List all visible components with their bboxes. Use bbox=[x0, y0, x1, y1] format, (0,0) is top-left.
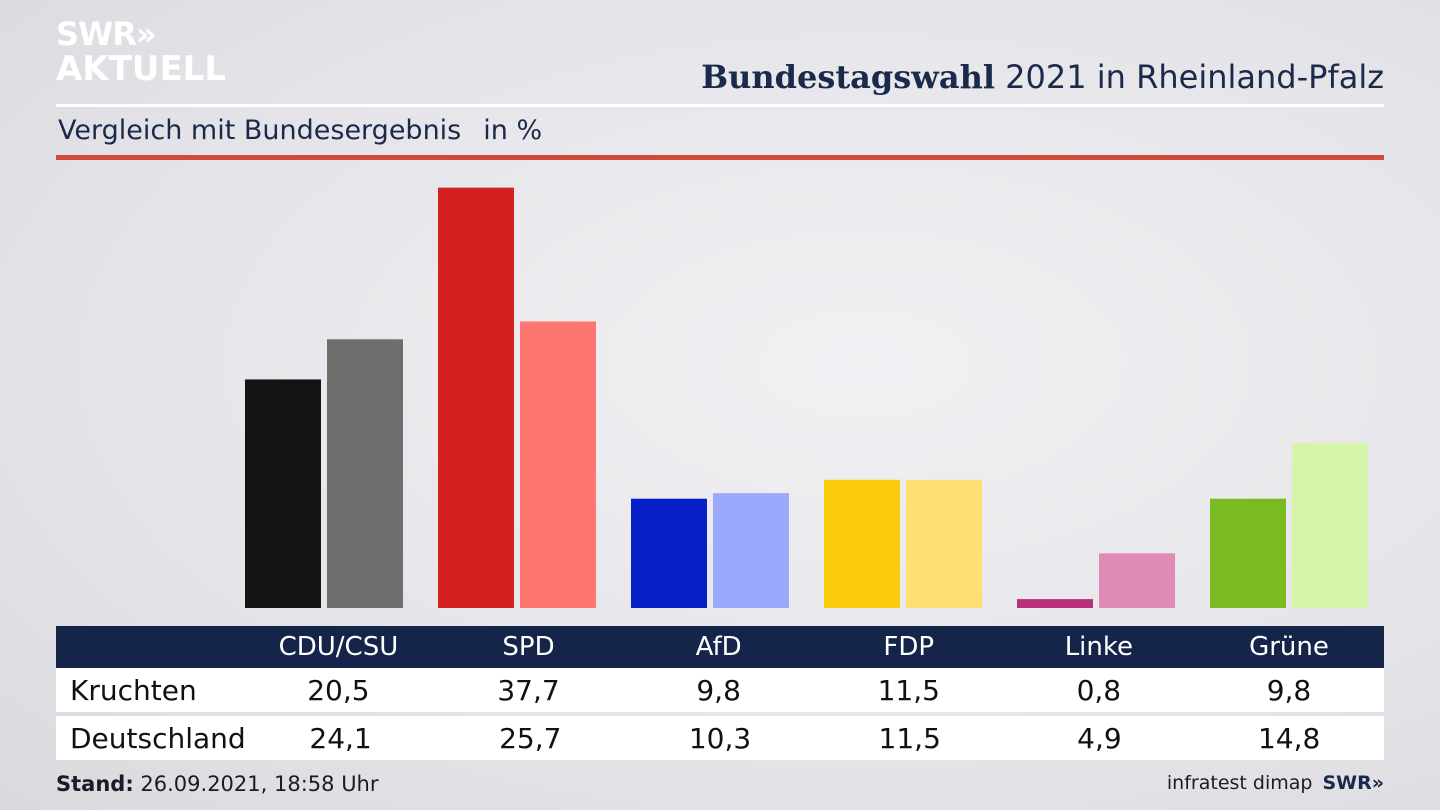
logo-line-2: AKTUELL bbox=[56, 49, 227, 89]
value-kruchten-afd: 9,8 bbox=[696, 673, 741, 707]
table-header-spd: SPD bbox=[502, 632, 555, 662]
value-kruchten-linke: 0,8 bbox=[1076, 673, 1122, 707]
stand-value: 26.09.2021, 18:58 Uhr bbox=[140, 772, 379, 796]
bar-linke-kruchten bbox=[1017, 599, 1093, 608]
table-header-afd: AfD bbox=[695, 632, 742, 662]
bar-fdp-deutschland bbox=[906, 479, 982, 608]
stand-label: Stand: bbox=[56, 772, 134, 796]
bar-linke-deutschland bbox=[1099, 553, 1175, 608]
bar-fdp-kruchten bbox=[824, 479, 900, 608]
timestamp: Stand: 26.09.2021, 18:58 Uhr bbox=[56, 772, 379, 796]
title-bold: Bundestagswahl bbox=[701, 58, 995, 96]
logo-line-1: SWR» bbox=[56, 15, 157, 53]
bar-cdu-deutschland bbox=[327, 339, 403, 608]
row-label-kruchten: Kruchten bbox=[70, 673, 197, 707]
bar-gruene-deutschland bbox=[1292, 442, 1368, 608]
value-kruchten-spd: 37,7 bbox=[497, 673, 560, 707]
bar-afd-kruchten bbox=[631, 498, 707, 608]
table-row: Deutschland 24,1 25,7 10,3 11,5 4,9 14,8 bbox=[56, 716, 1384, 760]
chart-subtitle: Vergleich mit Bundesergebnis in % bbox=[58, 115, 542, 146]
value-deutschland-linke: 4,9 bbox=[1077, 721, 1122, 755]
table-header-fdp: FDP bbox=[883, 632, 935, 662]
value-deutschland-fdp: 11,5 bbox=[878, 721, 941, 755]
table-header-row: CDU/CSU SPD AfD FDP Linke Grüne bbox=[56, 626, 1384, 668]
swr-aktuell-logo: SWR» AKTUELL bbox=[56, 18, 226, 86]
table-header-gruene: Grüne bbox=[1249, 632, 1329, 662]
value-deutschland-spd: 25,7 bbox=[499, 721, 562, 755]
source-credit: infratest dimap SWR» bbox=[1167, 772, 1384, 794]
value-deutschland-gruene: 14,8 bbox=[1257, 721, 1321, 755]
bar-cdu-kruchten bbox=[245, 379, 321, 608]
value-kruchten-fdp: 11,5 bbox=[877, 673, 940, 707]
table-header-cdu: CDU/CSU bbox=[278, 632, 399, 662]
page-title: Bundestagswahl 2021 in Rheinland-Pfalz bbox=[701, 58, 1384, 96]
bar-gruene-kruchten bbox=[1210, 498, 1286, 608]
source-name: infratest dimap bbox=[1166, 772, 1313, 794]
header-divider bbox=[56, 104, 1384, 107]
bar-spd-deutschland bbox=[520, 321, 596, 608]
subtitle-text: Vergleich mit Bundesergebnis bbox=[58, 115, 462, 146]
table-row: Kruchten 20,5 37,7 9,8 11,5 0,8 9,8 bbox=[56, 668, 1384, 712]
title-rest: 2021 in Rheinland-Pfalz bbox=[1005, 58, 1384, 96]
bar-spd-kruchten bbox=[438, 187, 514, 608]
row-label-deutschland: Deutschland bbox=[70, 721, 246, 755]
value-kruchten-gruene: 9,8 bbox=[1266, 673, 1312, 707]
accent-divider bbox=[56, 155, 1384, 160]
value-kruchten-cdu: 20,5 bbox=[307, 673, 370, 707]
value-deutschland-afd: 10,3 bbox=[688, 721, 752, 755]
value-deutschland-cdu: 24,1 bbox=[309, 721, 372, 755]
swr-brand-mark: SWR» bbox=[1322, 772, 1384, 794]
results-table: CDU/CSU SPD AfD FDP Linke Grüne Kruchten… bbox=[56, 626, 1384, 760]
bar-afd-deutschland bbox=[713, 493, 789, 608]
table-header-linke: Linke bbox=[1064, 632, 1134, 662]
subtitle-unit: in % bbox=[483, 115, 543, 146]
